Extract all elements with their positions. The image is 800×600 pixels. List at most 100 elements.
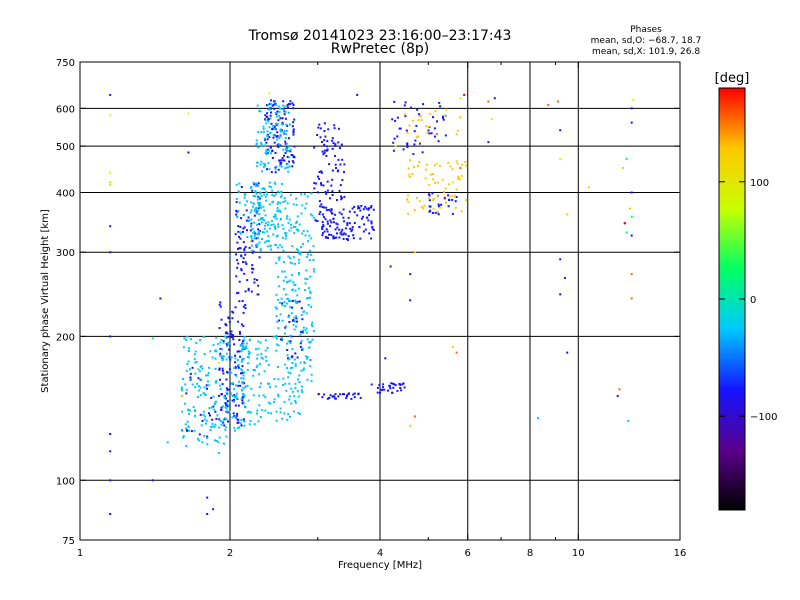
data-point <box>226 389 229 392</box>
data-point <box>205 374 207 377</box>
data-point <box>428 193 430 196</box>
data-point <box>356 214 359 217</box>
data-point <box>282 377 285 380</box>
data-point <box>250 249 253 252</box>
data-point <box>625 231 628 234</box>
data-point <box>272 233 275 236</box>
data-point <box>320 182 322 185</box>
data-point <box>348 222 351 225</box>
data-point <box>318 177 321 180</box>
data-point <box>342 393 344 396</box>
data-point <box>630 215 633 218</box>
data-point <box>463 93 466 96</box>
data-point <box>212 395 215 398</box>
data-point <box>281 157 284 160</box>
data-point <box>429 173 432 176</box>
data-point <box>264 164 266 167</box>
data-point <box>559 158 562 160</box>
data-point <box>109 181 112 184</box>
data-point <box>236 292 238 295</box>
data-point <box>301 232 304 235</box>
data-point <box>442 115 444 118</box>
data-point <box>287 316 290 319</box>
data-point <box>340 195 342 198</box>
data-point <box>237 404 240 407</box>
data-point <box>301 329 304 332</box>
data-point <box>216 414 219 417</box>
data-point <box>285 142 288 145</box>
data-point <box>289 100 292 103</box>
data-point <box>442 190 445 193</box>
data-point <box>291 306 294 309</box>
data-point <box>242 377 245 380</box>
data-point <box>251 240 254 243</box>
data-point <box>433 127 436 130</box>
data-point <box>242 393 245 396</box>
data-point <box>210 397 213 399</box>
data-point <box>281 319 284 322</box>
data-point <box>288 229 291 232</box>
data-point <box>313 182 316 184</box>
data-point <box>189 372 192 375</box>
data-point <box>274 128 277 131</box>
data-point <box>269 114 272 117</box>
data-point <box>240 268 243 271</box>
data-point <box>282 384 285 386</box>
data-point <box>220 423 223 426</box>
data-point <box>244 346 247 349</box>
data-point <box>337 169 340 172</box>
data-point <box>364 228 367 231</box>
data-point <box>238 300 241 303</box>
data-point <box>266 347 269 349</box>
data-point <box>271 149 274 152</box>
data-point <box>487 141 490 144</box>
data-point <box>325 206 328 209</box>
data-point <box>399 383 402 386</box>
data-point <box>260 217 262 220</box>
data-point <box>379 388 382 391</box>
data-point <box>286 367 289 369</box>
data-point <box>248 220 251 223</box>
data-point <box>214 439 216 442</box>
data-point <box>225 378 228 381</box>
data-point <box>294 363 297 366</box>
data-point <box>455 196 458 198</box>
data-point <box>206 387 208 390</box>
data-point <box>425 163 428 166</box>
data-point <box>291 102 294 105</box>
data-point <box>271 157 274 159</box>
data-point <box>266 135 269 138</box>
data-point <box>282 279 285 282</box>
data-point <box>257 131 260 133</box>
data-point <box>311 325 314 328</box>
data-point <box>295 203 298 206</box>
data-point <box>186 429 189 432</box>
data-point <box>259 362 261 365</box>
data-point <box>240 255 243 258</box>
data-point <box>280 130 283 133</box>
data-point <box>294 301 297 304</box>
data-point <box>286 202 289 205</box>
data-point <box>238 201 241 204</box>
data-point <box>254 184 257 187</box>
data-point <box>326 180 329 183</box>
data-point <box>252 394 255 397</box>
data-point <box>223 395 226 398</box>
data-point <box>186 363 189 366</box>
data-point <box>301 318 304 321</box>
data-point <box>287 166 289 169</box>
data-point <box>237 262 240 265</box>
data-point <box>307 297 310 299</box>
data-point <box>406 143 409 146</box>
data-point <box>357 392 360 395</box>
data-point <box>231 334 234 337</box>
data-point <box>279 135 282 138</box>
data-point <box>307 304 310 306</box>
data-point <box>406 146 409 148</box>
data-point <box>343 171 345 174</box>
data-point <box>245 209 248 212</box>
data-point <box>188 412 190 415</box>
data-point <box>279 159 282 162</box>
data-point <box>445 201 447 204</box>
data-point <box>293 145 296 148</box>
